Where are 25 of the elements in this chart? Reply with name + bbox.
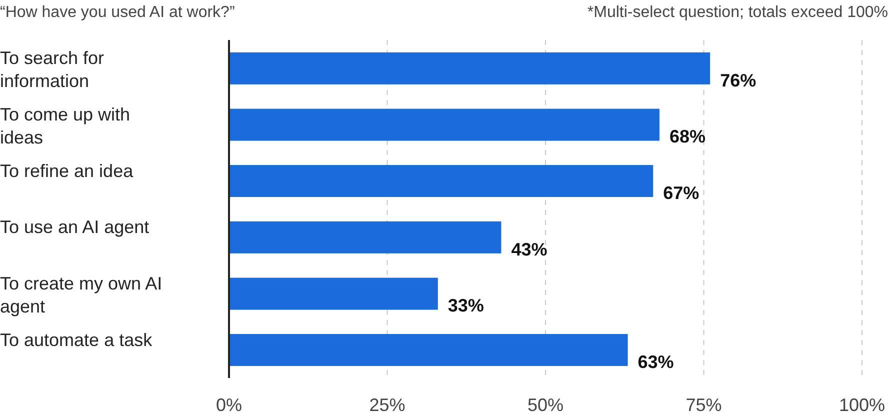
bar <box>229 108 660 141</box>
data-label: 43% <box>511 239 548 260</box>
bar <box>229 52 710 84</box>
data-label: 33% <box>448 296 484 316</box>
x-tick-label: 25% <box>369 394 406 415</box>
x-tick-label: 75% <box>686 394 722 415</box>
bar <box>229 221 502 254</box>
x-tick-label: 100% <box>838 394 886 415</box>
y-tick-label: To search for information <box>0 48 104 92</box>
y-tick-label: To use an AI agent <box>0 217 150 238</box>
chart-title: “How have you used AI at work?” <box>0 4 235 22</box>
data-label: 68% <box>669 126 706 147</box>
x-tick-label: 50% <box>527 394 564 415</box>
bar <box>229 165 654 198</box>
x-tick-label: 0% <box>216 394 242 415</box>
y-tick-label: To refine an idea <box>0 160 134 181</box>
bar <box>229 278 438 310</box>
y-tick-label: To come up with ideas <box>0 104 130 148</box>
text: *Multi-select question; totals exceed 100% <box>587 4 888 22</box>
y-tick-label: To automate a task <box>0 330 154 350</box>
y-tick-label: To create my own AI agent <box>0 274 162 316</box>
data-label: 63% <box>638 352 674 372</box>
data-label: 67% <box>663 183 700 204</box>
bar <box>229 334 628 366</box>
data-label: 76% <box>720 70 756 90</box>
